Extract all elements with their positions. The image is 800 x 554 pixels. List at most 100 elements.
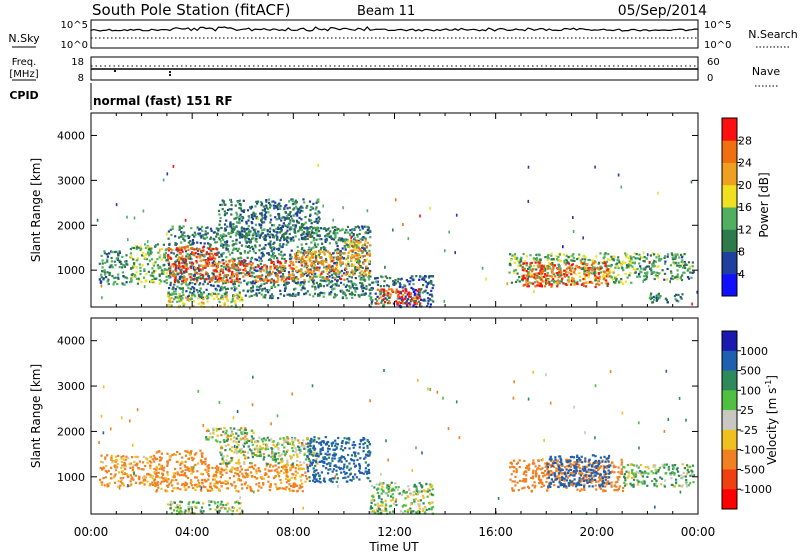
heatmap-cell (181, 287, 184, 290)
heatmap-cell (163, 280, 166, 283)
heatmap-cell (296, 253, 299, 257)
heatmap-cell (151, 258, 154, 261)
heatmap-cell (209, 236, 213, 239)
heatmap-cell (294, 293, 297, 296)
heatmap-cell (173, 290, 176, 293)
heatmap-cell (579, 266, 582, 269)
heatmap-cell (256, 440, 259, 443)
heatmap-cell (205, 233, 208, 236)
heatmap-cell (142, 255, 145, 258)
heatmap-cell (333, 230, 336, 233)
heatmap-cell (616, 259, 619, 262)
heatmap-cell (252, 272, 255, 275)
heatmap-cell (250, 213, 253, 216)
heatmap-cell (291, 276, 294, 279)
heatmap-cell (245, 441, 248, 444)
heatmap-cell (587, 276, 590, 279)
heatmap-cell (550, 258, 553, 261)
heatmap-cell (199, 272, 202, 275)
heatmap-cell (263, 210, 267, 213)
heatmap-cell (199, 268, 202, 271)
heatmap-cell (367, 226, 370, 229)
heatmap-cell (676, 273, 679, 276)
heatmap-cell (274, 204, 277, 208)
heatmap-cell (192, 242, 195, 245)
heatmap-cell (220, 453, 223, 456)
heatmap-cell (243, 483, 246, 486)
heatmap-cell (234, 448, 237, 451)
heatmap-cell (366, 252, 369, 255)
heatmap-cell (196, 249, 200, 252)
heatmap-cell (611, 278, 614, 281)
heatmap-cell (518, 261, 521, 264)
heatmap-cell (244, 235, 247, 238)
heatmap-cell (144, 257, 147, 260)
heatmap-cell (183, 486, 186, 489)
heatmap-cell (534, 261, 537, 264)
heatmap-cell (522, 274, 525, 277)
heatmap-cell (217, 468, 220, 472)
heatmap-cell (427, 299, 430, 303)
heatmap-cell (267, 273, 270, 276)
heatmap-cell (237, 462, 240, 465)
heatmap-cell (652, 261, 655, 264)
heatmap-cell (148, 460, 151, 463)
heatmap-cell (177, 261, 181, 264)
heatmap-cell (416, 296, 420, 299)
heatmap-cell (264, 439, 267, 442)
heatmap-cell (537, 266, 540, 269)
heatmap-cell (283, 253, 286, 256)
heatmap-cell (173, 476, 176, 479)
heatmap-cell (399, 301, 402, 304)
heatmap-cell (186, 278, 189, 281)
heatmap-cell (376, 283, 380, 286)
heatmap-cell (325, 261, 328, 264)
heatmap-cell (521, 279, 524, 282)
heatmap-cell (179, 474, 182, 477)
heatmap-cell (572, 279, 575, 282)
heatmap-cell (198, 234, 201, 237)
heatmap-cell (315, 281, 318, 284)
heatmap-cell (510, 281, 513, 284)
heatmap-cell (231, 270, 234, 274)
heatmap-cell (225, 245, 228, 248)
heatmap-cell (171, 490, 174, 493)
heatmap-cell (251, 234, 254, 237)
heatmap-cell (224, 295, 227, 298)
heatmap-cell (282, 467, 285, 470)
heatmap-cell (361, 244, 364, 247)
heatmap-cell (231, 257, 234, 260)
heatmap-cell (601, 275, 604, 278)
heatmap-cell (248, 216, 251, 219)
heatmap-cell (634, 271, 637, 274)
heatmap-cell (663, 255, 667, 258)
heatmap-cell (655, 299, 658, 302)
heatmap-cell (261, 289, 264, 292)
heatmap-cell (279, 205, 282, 208)
heatmap-cell (169, 273, 172, 276)
heatmap-cell (309, 268, 312, 271)
heatmap-cell (250, 294, 253, 297)
heatmap-cell (259, 234, 262, 237)
heatmap-cell (155, 483, 158, 486)
heatmap-cell (253, 282, 256, 285)
heatmap-cell (241, 487, 244, 490)
heatmap-cell (281, 264, 284, 267)
heatmap-cell (541, 277, 544, 280)
heatmap-cell (288, 257, 292, 260)
heatmap-cell (292, 288, 296, 291)
heatmap-cell (182, 281, 185, 284)
heatmap-cell (536, 284, 539, 287)
heatmap-cell (146, 472, 150, 475)
heatmap-cell (648, 260, 651, 264)
heatmap-cell (358, 295, 361, 298)
heatmap-cell (658, 257, 661, 260)
heatmap-cell (536, 272, 539, 276)
heatmap-cell (191, 242, 194, 245)
heatmap-cell (566, 283, 569, 286)
heatmap-cell (155, 457, 159, 461)
heatmap-cell (99, 280, 102, 283)
heatmap-cell (191, 246, 194, 250)
heatmap-cell (609, 265, 613, 268)
heatmap-cell (258, 485, 261, 488)
